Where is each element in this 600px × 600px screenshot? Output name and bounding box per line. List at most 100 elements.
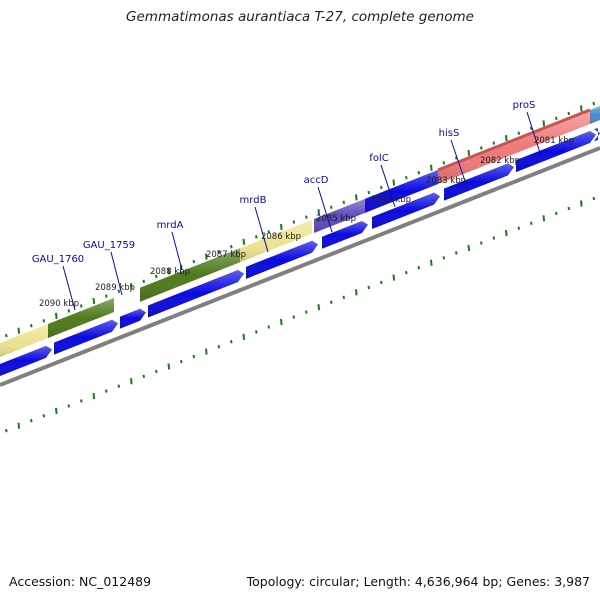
gc-inner-dot [105,389,108,393]
gc-inner-dot [292,315,296,319]
band-yellow-left-shade [0,324,48,357]
gc-outer-dot [442,161,446,165]
gc-inner-dot [142,374,146,379]
gc-outer-dot [142,279,146,284]
gc-outer-dot [542,120,546,127]
gc-outer-dot [430,164,433,171]
gc-outer-dot [592,101,596,106]
leader-line [450,139,467,185]
tick-label: 2086 kbp [261,232,301,242]
tick-label: 2088 kbp [150,267,190,277]
cds-arrow-shade [54,319,118,355]
gc-outer-dot [492,141,496,145]
gc-inner-dot [417,265,421,270]
gc-outer-dot [117,289,121,293]
tick-label: 2082 kbp [480,156,520,166]
cds-arrow-shade [322,221,368,249]
gene-label: mrdA [157,220,184,231]
gc-outer-dot [192,259,196,264]
tick-label: 2084 kbp [371,195,411,205]
gc-outer-dot [155,274,158,279]
gc-inner-dot [442,256,446,260]
gc-inner-dot [580,200,583,207]
gc-outer-dot [405,175,408,180]
feature-band [0,106,600,357]
gc-inner-dot [317,304,321,311]
gc-outer-dot [217,249,221,254]
gc-outer-dot [317,209,321,216]
gc-outer-dot [555,116,558,121]
backbone-line [0,146,600,387]
cds-arrow-shade [0,345,52,376]
leader-line [171,231,183,271]
band-folc-shade [365,169,438,213]
gc-outer-dot [292,220,296,224]
gc-inner-dot [430,259,433,266]
gc-inner-dot [67,404,71,408]
gc-inner-dot [155,369,158,374]
gc-dots-outer [5,101,596,338]
gc-outer-dot [242,238,246,245]
gc-inner-dot [592,196,596,201]
gc-inner-dot [217,344,221,349]
gene-label: GAU_1760 [32,254,84,265]
gc-outer-dot [517,131,521,135]
gc-outer-dot [567,111,571,116]
cds-arrow-shade [120,308,146,329]
gene-labels: GAU_1760 GAU_1759 mrdA mrdB accD folC hisS proS [32,100,536,265]
gene-label: GAU_1759 [83,240,135,251]
gc-outer-dot [167,268,171,275]
gc-outer-dot [255,235,258,239]
tick-labels: 2090 kbp 2089 kbp 2088 kbp 2087 kbp 2086 kbp… [39,136,574,309]
gc-inner-dot [255,330,258,334]
tick-label: 2090 kbp [39,299,79,309]
gc-outer-dot [580,105,583,112]
label-leaders [62,111,542,311]
gc-inner-dot [117,384,121,388]
cds-arrow-track [0,127,600,376]
gc-outer-dot [42,319,46,323]
gc-inner-dot [367,285,371,290]
gc-inner-dot [555,211,558,216]
leader-line [526,111,542,157]
gene-label: proS [513,100,536,111]
gene-label: hisS [439,128,460,139]
gc-outer-dot [205,253,208,260]
gene-label: folC [369,153,388,164]
tick-label: 2089 kbp [95,283,135,293]
gc-inner-dot [405,270,408,275]
gc-outer-dot [92,297,96,305]
leader-line [62,265,76,311]
gc-outer-dot [67,309,71,313]
tick-label: 2081 kbp [534,136,574,146]
gc-outer-dot [380,185,383,190]
cds-arrow-shade [372,192,440,230]
genome-summary: Topology: circular; Length: 4,636,964 bp… [246,574,590,589]
gc-inner-dot [530,221,533,225]
gc-inner-dot [267,325,271,329]
gc-outer-dot [467,149,471,157]
gc-inner-dot [542,215,546,222]
gc-inner-dot [80,399,83,403]
tick-label: 2083 kbp [426,176,466,186]
gc-inner-dot [55,407,58,414]
gc-inner-dot [280,318,283,326]
gc-inner-dot [380,280,383,285]
gc-inner-dot [167,363,171,370]
gc-outer-dot [330,205,333,209]
gc-outer-dot [130,283,133,290]
band-hiss-shade [438,109,590,184]
gc-outer-dot [305,215,308,219]
gc-outer-dot [267,230,271,234]
band-mrda-shade [140,248,240,302]
gc-outer-dot [5,333,8,338]
gene-label: accD [304,175,329,186]
gc-outer-dot [455,156,458,160]
gc-inner-dot [192,354,196,359]
gc-inner-dot [230,340,233,344]
gc-inner-dot [467,244,471,252]
gc-inner-dot [392,274,396,281]
leader-line [110,251,123,296]
gene-label: mrdB [240,195,267,206]
gc-outer-dot [105,294,108,298]
